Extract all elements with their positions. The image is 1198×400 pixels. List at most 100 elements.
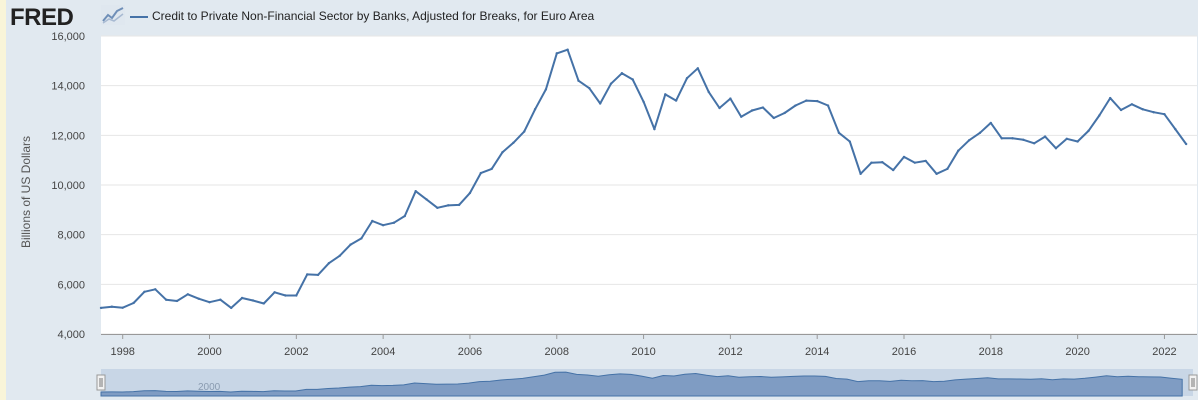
- data-point: [392, 221, 396, 224]
- x-tick-label: 2020: [1065, 346, 1089, 358]
- y-tick-label: 4,000: [57, 329, 85, 341]
- data-point: [729, 97, 732, 100]
- data-point: [1184, 142, 1188, 146]
- data-point: [501, 151, 504, 154]
- data-point: [935, 172, 938, 176]
- navigator-label: 2000: [198, 382, 221, 393]
- data-point: [327, 262, 331, 265]
- data-point: [533, 108, 537, 111]
- data-point: [154, 288, 157, 291]
- data-point: [1022, 138, 1025, 142]
- data-point: [240, 296, 244, 300]
- data-point: [219, 298, 222, 301]
- navigator-series-area: [100, 371, 1183, 397]
- data-point: [957, 149, 960, 152]
- data-point: [436, 206, 439, 210]
- data-point: [403, 214, 407, 218]
- data-point: [1065, 137, 1068, 141]
- data-point: [523, 130, 526, 133]
- data-point: [989, 121, 993, 125]
- y-tick-label: 8,000: [57, 230, 85, 242]
- y-tick-label: 10,000: [51, 180, 85, 192]
- data-point: [772, 116, 775, 120]
- data-point: [132, 301, 135, 305]
- data-point: [1011, 137, 1014, 140]
- data-point: [859, 172, 862, 176]
- data-point: [870, 161, 873, 164]
- data-point: [1076, 140, 1079, 143]
- navigator-handle-right[interactable]: [1188, 374, 1198, 391]
- data-point: [479, 171, 483, 175]
- data-point: [284, 294, 287, 297]
- x-tick-label: 2010: [631, 346, 655, 358]
- x-tick-label: 2004: [371, 346, 395, 358]
- y-tick-label: 16,000: [51, 31, 85, 43]
- data-point: [1163, 113, 1166, 116]
- data-point: [371, 219, 374, 223]
- data-point: [696, 67, 700, 70]
- data-point: [110, 305, 114, 308]
- data-point: [1087, 129, 1090, 133]
- data-point: [425, 198, 428, 201]
- data-point: [555, 52, 558, 55]
- data-point: [978, 131, 982, 135]
- data-point: [230, 306, 233, 310]
- x-tick-label: 2014: [805, 346, 829, 358]
- data-point: [761, 106, 765, 109]
- data-point: [577, 79, 580, 82]
- data-point: [805, 99, 808, 102]
- data-point: [674, 99, 678, 102]
- data-point: [609, 82, 613, 85]
- data-point: [490, 167, 493, 171]
- chart-header: FRED Credit to Private Non-Financial Sec…: [8, 0, 1198, 34]
- data-point: [512, 141, 515, 144]
- x-tick-label: 2006: [458, 346, 482, 358]
- data-point: [664, 93, 667, 96]
- x-tick-label: 2012: [718, 346, 742, 358]
- data-point: [837, 131, 841, 135]
- data-point: [566, 48, 569, 51]
- data-point: [783, 111, 786, 115]
- data-point: [598, 102, 602, 105]
- data-point: [316, 273, 320, 277]
- y-tick-label: 6,000: [57, 279, 85, 291]
- x-tick-label: 2008: [545, 346, 569, 358]
- data-point: [544, 88, 548, 91]
- range-navigator[interactable]: 2000: [96, 369, 1198, 397]
- data-point: [457, 203, 461, 207]
- data-point: [1033, 142, 1036, 145]
- x-tick-label: 2016: [892, 346, 916, 358]
- y-tick-label: 12,000: [51, 130, 85, 142]
- data-point: [707, 90, 710, 94]
- fred-logo[interactable]: FRED: [10, 4, 74, 31]
- data-point: [447, 204, 450, 207]
- data-point: [1043, 135, 1047, 138]
- data-point: [1152, 111, 1155, 114]
- data-point: [1174, 127, 1177, 131]
- data-point: [1141, 108, 1144, 111]
- data-point: [1108, 96, 1112, 100]
- data-point: [631, 78, 634, 81]
- data-point: [588, 86, 591, 90]
- data-point: [815, 99, 819, 103]
- data-point: [99, 306, 103, 310]
- data-point: [273, 291, 276, 294]
- x-tick-label: 2002: [284, 346, 308, 358]
- legend-swatch: [130, 16, 148, 18]
- data-point: [1119, 108, 1123, 112]
- series-group: [99, 48, 1188, 310]
- data-point: [186, 293, 190, 296]
- data-point: [642, 100, 645, 104]
- data-point: [740, 115, 743, 118]
- data-point: [653, 127, 656, 131]
- data-point: [305, 273, 309, 276]
- data-point: [175, 299, 179, 303]
- navigator-handle-left[interactable]: [96, 374, 106, 391]
- x-axis-ticks: 1998 2000 2002 2004 2006 2008 2010 2012 2014 2016…: [101, 334, 1197, 358]
- data-point: [902, 155, 906, 159]
- y-tick-label: 14,000: [51, 81, 85, 93]
- data-point: [295, 294, 298, 297]
- x-tick-label: 1998: [110, 346, 134, 358]
- left-edge-strip: [0, 0, 6, 400]
